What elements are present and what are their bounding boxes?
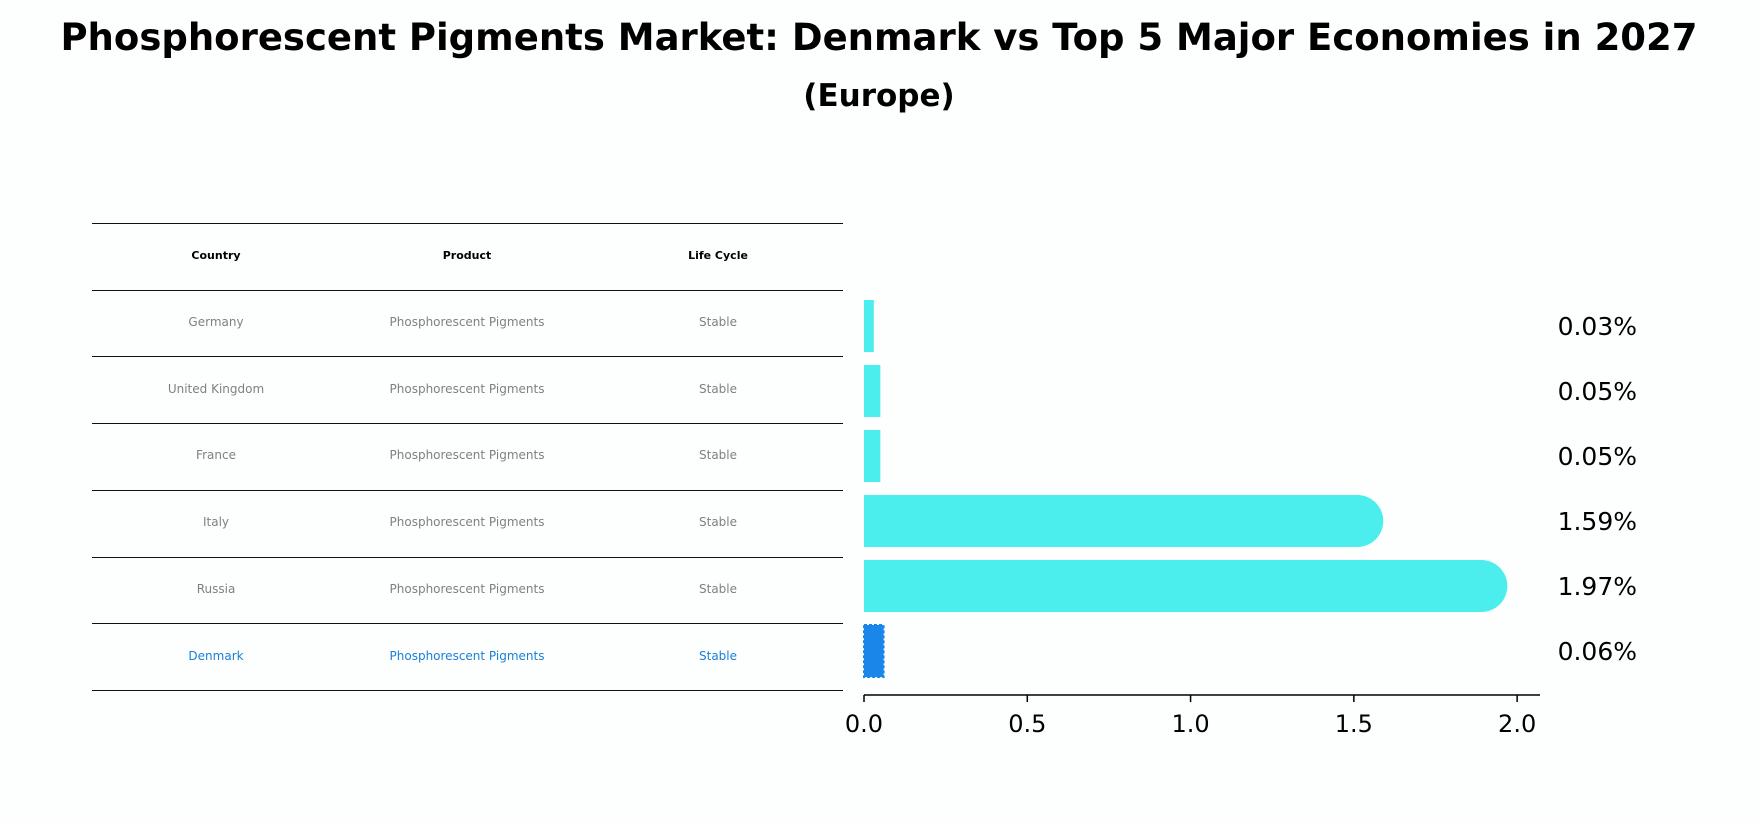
- chart-title: Phosphorescent Pigments Market: Denmark …: [60, 16, 1698, 59]
- table-cell-product: Phosphorescent Pigments: [389, 581, 545, 596]
- table-cell-life-cycle: Stable: [698, 315, 738, 330]
- table-cell-life-cycle: Stable: [698, 381, 738, 396]
- table-cell-product: Phosphorescent Pigments: [389, 515, 545, 530]
- table-rule: [92, 489, 843, 491]
- country-header: Country: [191, 249, 241, 263]
- table-cell-country: Denmark: [188, 648, 244, 663]
- table-cell-life-cycle: Stable: [698, 581, 738, 596]
- table-rule: [92, 356, 843, 358]
- table-rule: [92, 689, 843, 691]
- table-rule: [92, 223, 843, 224]
- bar-russia: [864, 560, 1508, 612]
- chart-subtitle: (Europe): [803, 78, 955, 114]
- x-tick-label: 2.0: [1498, 710, 1536, 738]
- table-rule: [92, 623, 843, 625]
- x-tick-label: 1.0: [1171, 710, 1209, 738]
- bar-germany: [864, 300, 874, 352]
- table-cell-country: United Kingdom: [167, 381, 265, 396]
- bar-united-kingdom: [864, 365, 881, 417]
- x-tick-label: 0.0: [845, 710, 883, 738]
- value-label: 0.06%: [1558, 637, 1637, 666]
- bar-france: [864, 430, 881, 482]
- product-header: Product: [442, 249, 492, 263]
- x-tick-label: 0.5: [1008, 710, 1046, 738]
- table-cell-country: Germany: [188, 315, 244, 330]
- table-cell-life-cycle: Stable: [698, 648, 738, 663]
- table-cell-product: Phosphorescent Pigments: [389, 448, 545, 463]
- table-cell-country: France: [196, 448, 236, 463]
- table-rule: [92, 289, 843, 291]
- table-cell-product: Phosphorescent Pigments: [389, 648, 545, 663]
- value-label: 0.05%: [1558, 442, 1637, 471]
- value-label: 0.05%: [1558, 377, 1637, 406]
- table-cell-life-cycle: Stable: [698, 448, 738, 463]
- bar-italy: [864, 495, 1384, 547]
- value-label: 1.59%: [1558, 507, 1637, 536]
- table-cell-life-cycle: Stable: [698, 515, 738, 530]
- table-cell-product: Phosphorescent Pigments: [389, 315, 545, 330]
- value-label: 1.97%: [1558, 572, 1637, 601]
- value-label: 0.03%: [1558, 312, 1637, 341]
- bar-denmark: [863, 624, 885, 678]
- table-cell-product: Phosphorescent Pigments: [389, 381, 545, 396]
- table-cell-country: Italy: [202, 515, 230, 530]
- x-tick-label: 1.5: [1335, 710, 1373, 738]
- table-cell-country: Russia: [196, 581, 236, 596]
- table-rule: [92, 556, 843, 558]
- table-rule: [92, 423, 843, 425]
- life-cycle-header: Life Cycle: [688, 249, 748, 263]
